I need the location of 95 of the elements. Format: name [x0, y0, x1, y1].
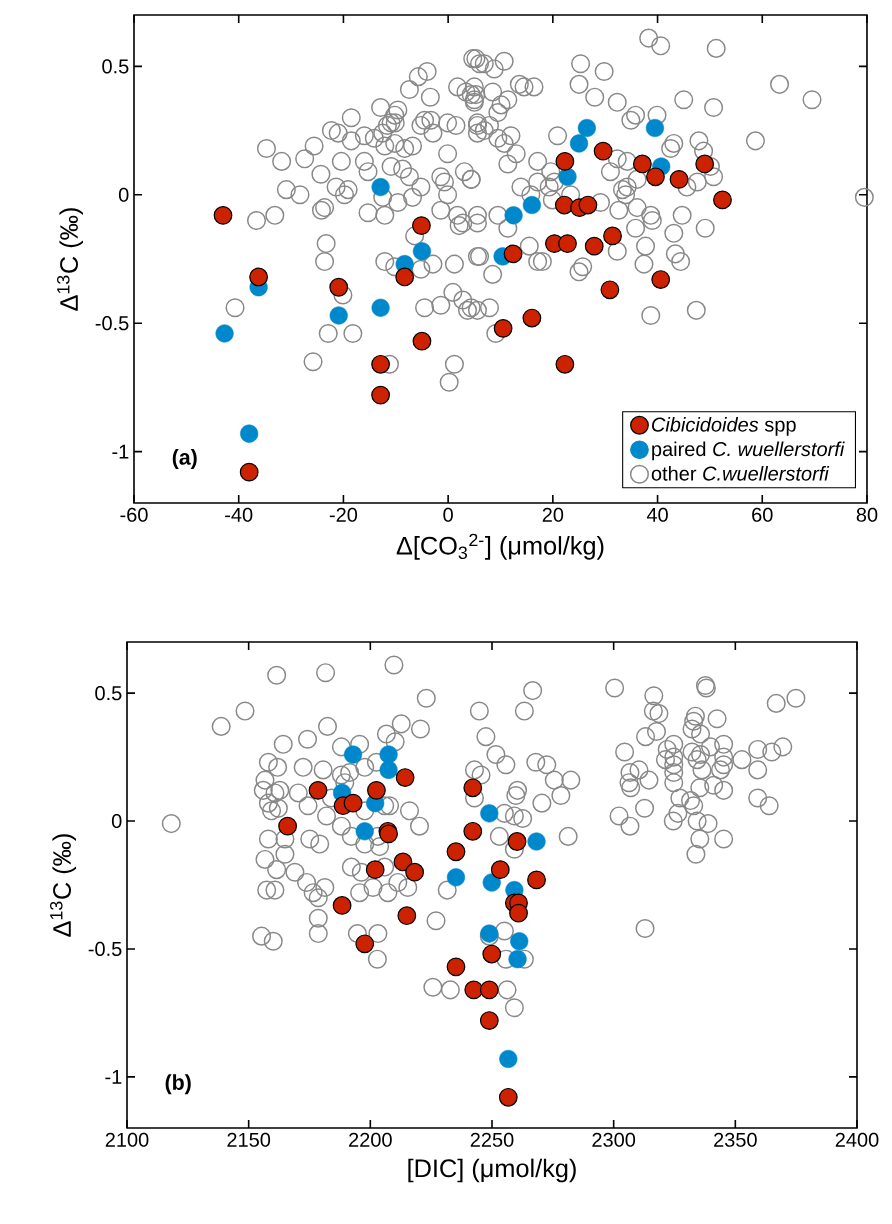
point — [463, 778, 483, 798]
point — [577, 118, 596, 138]
y-tick-label: 0 — [111, 813, 122, 829]
point — [355, 934, 375, 954]
annotation: (b) — [165, 1074, 191, 1095]
point — [558, 234, 577, 253]
point — [646, 167, 665, 187]
x-tick-label: 2100 — [105, 1132, 149, 1147]
point — [479, 1011, 499, 1030]
point — [498, 1087, 518, 1107]
point — [371, 298, 390, 317]
x-tick-label: 40 — [646, 507, 668, 522]
point — [213, 205, 233, 225]
y-tick-label: 0 — [118, 187, 129, 202]
point — [395, 267, 415, 287]
x-tick-label: 2400 — [835, 1132, 879, 1147]
point — [593, 141, 613, 161]
point — [504, 206, 523, 225]
y-tick-label: -0.5 — [88, 941, 122, 957]
point — [510, 932, 529, 951]
point — [371, 385, 390, 405]
point — [603, 226, 622, 246]
legend-label: paired C. wuellerstorfi — [652, 441, 845, 461]
point — [569, 134, 589, 153]
point — [527, 870, 546, 890]
point — [482, 944, 502, 964]
point — [713, 190, 732, 210]
point — [397, 906, 417, 926]
point — [240, 424, 259, 443]
point — [446, 842, 466, 862]
point — [482, 873, 501, 892]
point — [379, 760, 398, 779]
legend-label: other C.wuellerstorfi — [651, 466, 830, 481]
point — [355, 822, 374, 841]
point — [632, 154, 652, 174]
x-tick-label: 2200 — [349, 1132, 392, 1147]
point — [343, 793, 363, 813]
x-tick-label: 2150 — [227, 1132, 271, 1147]
point — [446, 868, 466, 887]
point — [405, 862, 425, 882]
point — [365, 860, 385, 880]
y-tick-label: 0.5 — [102, 59, 129, 74]
x-tick-label: 0 — [443, 507, 453, 522]
point — [343, 745, 363, 764]
point — [278, 816, 297, 836]
x-tick-label: -60 — [120, 507, 148, 522]
point — [558, 167, 577, 186]
point — [651, 270, 671, 289]
point — [527, 832, 546, 851]
point — [332, 896, 352, 915]
y-axis-title: Δ$^{13}$C (‰) — [50, 834, 77, 937]
x-tick-label: 2250 — [470, 1132, 514, 1147]
y-tick-label: -1 — [112, 444, 129, 459]
point — [446, 957, 466, 977]
legend-label: Cibicidoides spp — [652, 417, 796, 436]
point — [555, 354, 575, 374]
annotation: (a) — [172, 449, 197, 470]
x-tick-label: -40 — [225, 507, 253, 522]
point — [395, 768, 415, 787]
point — [522, 308, 542, 328]
y-tick-label: 0.5 — [95, 686, 122, 701]
y-tick-label: -1 — [105, 1069, 122, 1084]
x-tick-label: 60 — [752, 507, 773, 522]
x-tick-label: 2350 — [714, 1132, 757, 1147]
point — [367, 780, 386, 800]
point — [479, 980, 499, 1000]
point — [239, 462, 259, 482]
point — [503, 244, 523, 264]
point — [249, 267, 269, 287]
point — [463, 821, 483, 841]
point — [480, 804, 499, 823]
y-tick-label: -0.5 — [95, 316, 129, 331]
point — [555, 151, 575, 171]
point — [499, 1049, 518, 1068]
y-axis-title: Δ$^{13}$C (‰) — [57, 208, 84, 311]
x-axis-title: [DIC] (μmol/kg) — [408, 1158, 576, 1183]
point — [509, 903, 528, 923]
point — [464, 980, 484, 1000]
point — [412, 331, 432, 351]
x-tick-label: 2300 — [592, 1132, 636, 1147]
point — [329, 306, 348, 325]
point — [490, 860, 510, 880]
x-tick-label: 80 — [856, 507, 878, 522]
point — [412, 242, 432, 261]
x-axis-title: Δ[CO$_{3}$$^{2-}$] (μmol/kg) — [396, 533, 604, 560]
x-tick-label: -20 — [329, 507, 358, 522]
point — [215, 324, 234, 343]
point — [379, 745, 398, 764]
point — [393, 852, 413, 872]
point — [600, 280, 620, 300]
point — [507, 832, 527, 851]
point — [584, 236, 604, 256]
point — [308, 780, 328, 800]
x-tick-label: 20 — [542, 507, 564, 522]
point — [508, 950, 527, 969]
